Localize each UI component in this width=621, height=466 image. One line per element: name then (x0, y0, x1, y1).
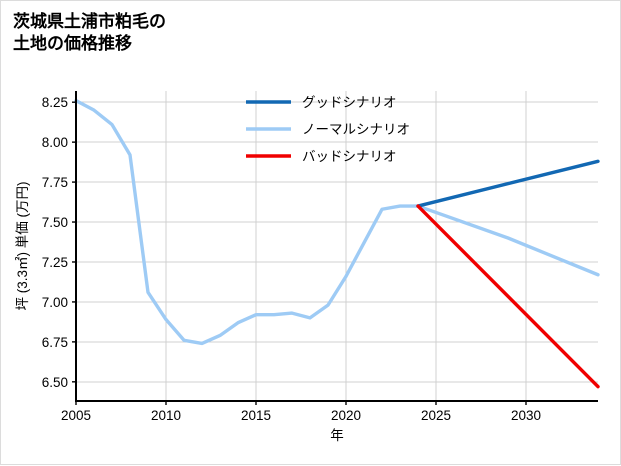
legend-label-バッドシナリオ: バッドシナリオ (302, 149, 397, 164)
page-title: 茨城県土浦市粕毛の 土地の価格推移 (13, 12, 166, 54)
y-tick-label-6.50: 6.50 (42, 375, 68, 390)
y-tick-label-8.25: 8.25 (42, 95, 68, 110)
x-tick-label-2030: 2030 (511, 408, 541, 423)
axis-titles-group: 年 坪 (3.3㎡) 単価 (万円) (15, 181, 344, 443)
legend-label-ノーマルシナリオ: ノーマルシナリオ (302, 122, 410, 137)
gridlines-group (75, 91, 598, 401)
series-line-ノーマルシナリオ (74, 98, 600, 346)
x-tick-label-2025: 2025 (421, 408, 451, 423)
y-axis-title: 坪 (3.3㎡) 単価 (万円) (15, 181, 30, 310)
x-tick-label-2020: 2020 (331, 408, 361, 423)
tick-labels-group: 2005 2010 2015 2020 2025 2030 6.50 6.75 7.00 7.25… (42, 95, 541, 423)
series-line-グッドシナリオ (416, 159, 600, 208)
y-tick-label-7.75: 7.75 (42, 175, 68, 190)
axes-group (74, 91, 598, 403)
series-group (74, 98, 600, 389)
x-tick-label-2015: 2015 (241, 408, 271, 423)
y-tick-label-7.00: 7.00 (42, 295, 68, 310)
x-tick-label-2010: 2010 (151, 408, 181, 423)
y-tick-label-6.75: 6.75 (42, 335, 68, 350)
x-tick-label-2005: 2005 (61, 408, 91, 423)
legend-label-グッドシナリオ: グッドシナリオ (302, 95, 397, 110)
x-axis-title: 年 (330, 428, 344, 443)
y-tick-label-7.25: 7.25 (42, 255, 68, 270)
y-tick-label-7.50: 7.50 (42, 215, 68, 230)
series-line-バッドシナリオ (416, 204, 600, 389)
y-tick-label-8.00: 8.00 (42, 135, 68, 150)
